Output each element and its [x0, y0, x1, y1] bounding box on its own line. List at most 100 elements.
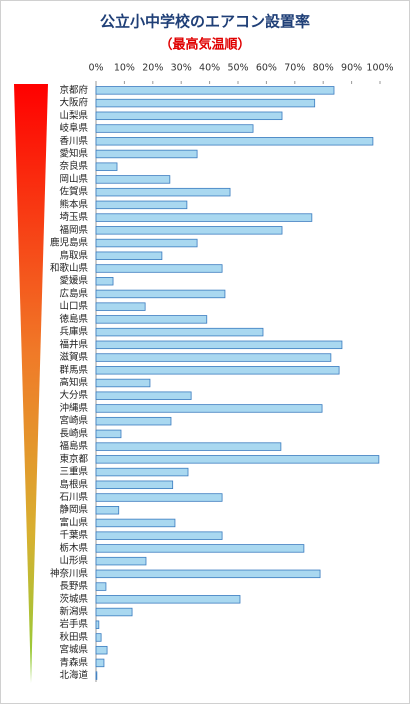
bar — [95, 556, 147, 566]
y-tick-label: 長野県 — [59, 581, 88, 592]
bar — [95, 340, 343, 350]
bar — [95, 595, 241, 604]
x-tick-label: 100% — [366, 63, 393, 74]
y-tick-label: 広島県 — [59, 287, 88, 299]
x-tick-label: 60% — [256, 63, 277, 74]
y-tick-label: 埼玉県 — [59, 211, 88, 223]
bar — [95, 506, 120, 515]
y-tick-label: 福岡県 — [59, 224, 88, 236]
y-tick-label: 岡山県 — [59, 174, 88, 185]
bar — [95, 238, 198, 248]
y-tick-label: 鳥取県 — [59, 249, 88, 261]
bar — [95, 276, 114, 286]
bar — [95, 620, 100, 629]
bar — [95, 149, 198, 159]
y-tick-label: 富山県 — [59, 516, 88, 528]
y-tick-label: 北海道 — [59, 669, 88, 681]
bar — [95, 404, 323, 413]
y-tick-label: 青森県 — [59, 656, 88, 668]
y-tick-label: 三重県 — [59, 466, 88, 478]
y-tick-label: 山口県 — [59, 301, 88, 312]
bar — [95, 111, 283, 121]
y-tick-label: 千葉県 — [59, 529, 88, 541]
bar — [95, 302, 146, 311]
y-tick-label: 福島県 — [59, 440, 88, 452]
bar — [95, 544, 305, 553]
x-tick-label: 90% — [341, 63, 362, 74]
bar — [95, 366, 340, 375]
bar — [95, 124, 254, 133]
bar — [95, 378, 151, 388]
bar — [95, 582, 107, 591]
bar — [95, 671, 98, 680]
y-tick-label: 新潟県 — [59, 606, 88, 618]
bar — [95, 480, 174, 490]
bar — [95, 98, 316, 108]
bar — [95, 175, 171, 184]
x-tick-label: 80% — [313, 63, 334, 74]
bar — [95, 251, 163, 260]
bar — [95, 200, 188, 210]
y-tick-label: 茨城県 — [59, 593, 88, 605]
y-tick-label: 奈良県 — [59, 160, 88, 172]
y-tick-label: 山梨県 — [59, 109, 88, 121]
y-tick-label: 鹿児島県 — [50, 237, 89, 249]
x-tick-label: 70% — [284, 63, 305, 74]
y-tick-label: 宮崎県 — [59, 415, 88, 427]
temperature-wedge — [14, 84, 48, 683]
bar — [95, 633, 102, 642]
y-tick-label: 徳島県 — [59, 313, 88, 325]
x-tick-label: 10% — [114, 63, 135, 74]
y-tick-label: 兵庫県 — [59, 326, 88, 338]
y-tick-label: 長崎県 — [59, 427, 88, 439]
y-tick-label: 東京都 — [59, 453, 88, 465]
bar — [95, 137, 374, 146]
y-tick-label: 福井県 — [59, 338, 88, 350]
y-tick-label: 高知県 — [59, 377, 88, 389]
bar — [95, 607, 133, 617]
y-tick-label: 京都府 — [59, 84, 88, 96]
bar — [95, 162, 118, 171]
bar — [95, 429, 122, 439]
y-tick-label: 群馬県 — [59, 364, 88, 376]
bar — [95, 289, 226, 299]
x-tick-label: 0% — [88, 63, 103, 74]
bar — [95, 569, 321, 579]
y-tick-label: 秋田県 — [59, 631, 88, 643]
y-tick-label: 島根県 — [59, 478, 88, 490]
y-tick-label: 宮城県 — [59, 644, 88, 656]
bar — [95, 315, 208, 324]
y-tick-label: 栃木県 — [59, 542, 88, 554]
chart-subtitle: （最高気温順） — [159, 37, 250, 53]
y-tick-label: 愛媛県 — [59, 275, 88, 287]
bar — [95, 416, 172, 426]
bar — [95, 518, 176, 528]
bar — [95, 467, 189, 477]
chart-title: 公立小中学校のエアコン設置率 — [100, 13, 310, 31]
x-tick-label: 50% — [227, 63, 248, 74]
y-tick-label: 愛知県 — [59, 147, 88, 159]
y-tick-label: 岐阜県 — [59, 122, 88, 134]
y-tick-label: 大分県 — [59, 389, 88, 401]
y-tick-label: 岩手県 — [59, 618, 88, 630]
y-tick-label: 沖縄県 — [59, 402, 88, 414]
y-tick-label: 滋賀県 — [59, 351, 88, 363]
x-tick-label: 20% — [142, 63, 163, 74]
y-tick-label: 神奈川県 — [50, 567, 89, 579]
bar — [95, 442, 282, 451]
bar — [95, 86, 335, 95]
x-tick-label: 40% — [199, 63, 220, 74]
bar — [95, 226, 283, 235]
y-tick-label: 静岡県 — [59, 504, 88, 516]
y-tick-label: 熊本県 — [59, 198, 88, 210]
bar — [95, 391, 192, 400]
x-tick-label: 30% — [171, 63, 192, 74]
bar — [95, 531, 223, 540]
bar — [95, 353, 332, 362]
y-tick-label: 佐賀県 — [59, 186, 88, 198]
bar — [95, 264, 223, 273]
y-tick-label: 山形県 — [59, 555, 88, 567]
y-tick-label: 石川県 — [59, 492, 88, 503]
bar — [95, 645, 108, 655]
